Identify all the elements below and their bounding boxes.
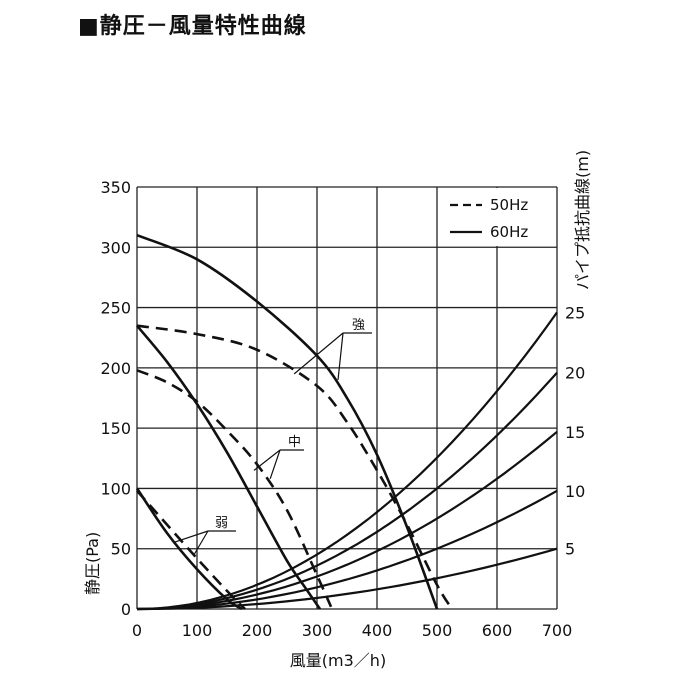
page-title: ■静圧－風量特性曲線 [78, 14, 307, 39]
pipe-curve [136, 371, 558, 611]
x-tick-label: 700 [542, 621, 573, 640]
annotation-leader [253, 449, 281, 471]
right-tick-label: 25 [565, 303, 585, 322]
right-tick-label: 20 [565, 364, 585, 383]
y-tick-label: 50 [111, 540, 131, 559]
annotation-label: 中 [288, 435, 301, 450]
tick-labels: 0 100 200 300 400 500 600 700 0 50 100 150 200 250 300… [100, 178, 572, 640]
x-tick-label: 500 [422, 621, 453, 640]
annotation-leader [293, 332, 344, 375]
pipe-curve [136, 311, 558, 611]
legend-60hz-label: 60Hz [490, 223, 528, 241]
fan-curve [136, 324, 322, 610]
annotation-leader [269, 449, 281, 479]
y-tick-label: 100 [100, 479, 131, 498]
y-tick-label: 200 [100, 359, 131, 378]
right-axis-label-text: パイプ抵抗曲線(m) [573, 150, 592, 290]
pipe-curve [136, 430, 558, 611]
fan-curve [136, 324, 454, 610]
right-tick-label: 5 [565, 540, 575, 559]
fan-curve [136, 489, 246, 610]
annotations: 強中弱 [172, 318, 372, 556]
annotation-leader [172, 530, 209, 544]
x-tick-label: 400 [362, 621, 393, 640]
y-axis-label-text: 静圧(Pa) [83, 532, 102, 595]
right-tick-label: 10 [565, 482, 585, 501]
annotation-leader [337, 332, 344, 380]
right-tick-label: 15 [565, 423, 585, 442]
y-tick-label: 0 [121, 600, 131, 619]
fan-curves [135, 233, 454, 611]
x-tick-label: 100 [182, 621, 213, 640]
annotation-label: 弱 [215, 516, 228, 531]
y-tick-label: 250 [100, 299, 131, 318]
annotation-leader [193, 530, 209, 556]
y-tick-label: 150 [100, 419, 131, 438]
right-axis-label: パイプ抵抗曲線(m) [573, 150, 592, 290]
fan-curve [135, 487, 243, 611]
x-tick-label: 600 [482, 621, 513, 640]
y-tick-label: 350 [100, 178, 131, 197]
annotation-label: 強 [352, 318, 365, 333]
y-tick-label: 300 [100, 238, 131, 257]
x-axis-label-text: 風量(m3／h) [290, 651, 386, 670]
pipe-curve [136, 489, 558, 611]
pipe-curve [137, 547, 558, 611]
x-tick-label: 300 [302, 621, 333, 640]
y-axis-label: 静圧(Pa) [83, 532, 102, 595]
fan-curve [136, 369, 334, 610]
x-axis-label: 風量(m3／h) [290, 651, 386, 670]
legend-box [442, 188, 552, 246]
legend-50hz-label: 50Hz [490, 196, 528, 214]
x-tick-label: 0 [132, 621, 142, 640]
pipe-resistance-curves: 5 10 15 20 25 [136, 303, 585, 611]
legend: 50Hz 60Hz [442, 188, 552, 246]
x-tick-label: 200 [242, 621, 273, 640]
